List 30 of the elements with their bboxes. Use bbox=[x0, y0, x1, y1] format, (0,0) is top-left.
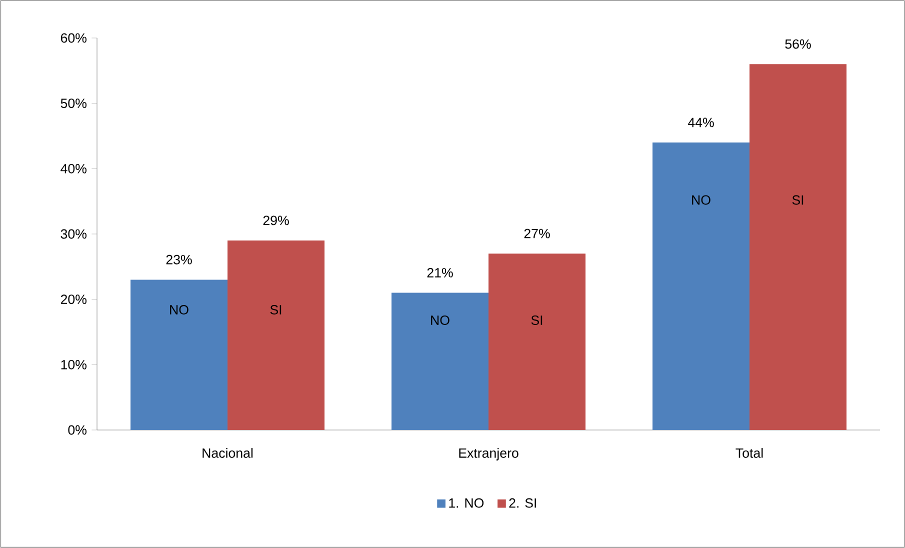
y-tick-label: 30% bbox=[60, 229, 87, 239]
data-label: 23% bbox=[166, 254, 192, 264]
annotation: SI bbox=[270, 305, 282, 314]
annotation: SI bbox=[792, 195, 804, 205]
legend-label: 2. SI bbox=[509, 498, 536, 508]
data-label: 44% bbox=[688, 118, 714, 128]
legend-label: 1. NO bbox=[449, 498, 484, 508]
data-label: 21% bbox=[427, 268, 453, 278]
bar bbox=[130, 280, 228, 430]
data-label: 27% bbox=[524, 228, 550, 238]
annotation: NO bbox=[692, 195, 710, 205]
y-tick-label: 0% bbox=[68, 425, 87, 435]
bar bbox=[228, 240, 325, 430]
x-tick-label: Extranjero bbox=[459, 448, 518, 460]
bar bbox=[392, 292, 489, 430]
bar bbox=[750, 64, 846, 430]
annotation: SI bbox=[531, 316, 542, 325]
data-label: 29% bbox=[263, 216, 289, 226]
y-tick-label: 10% bbox=[61, 360, 87, 370]
annotation: NO bbox=[170, 305, 188, 314]
y-tick-label: 20% bbox=[60, 294, 87, 304]
y-tick-label: 50% bbox=[60, 98, 87, 108]
x-tick-label: Total bbox=[736, 448, 763, 458]
bar bbox=[652, 142, 750, 430]
y-tick-label: 40% bbox=[60, 164, 87, 174]
x-tick-label: Nacional bbox=[202, 448, 253, 458]
annotation: NO bbox=[431, 316, 450, 325]
y-tick-label: 60% bbox=[60, 33, 87, 43]
data-label: 56% bbox=[785, 39, 811, 49]
bar bbox=[488, 254, 586, 430]
